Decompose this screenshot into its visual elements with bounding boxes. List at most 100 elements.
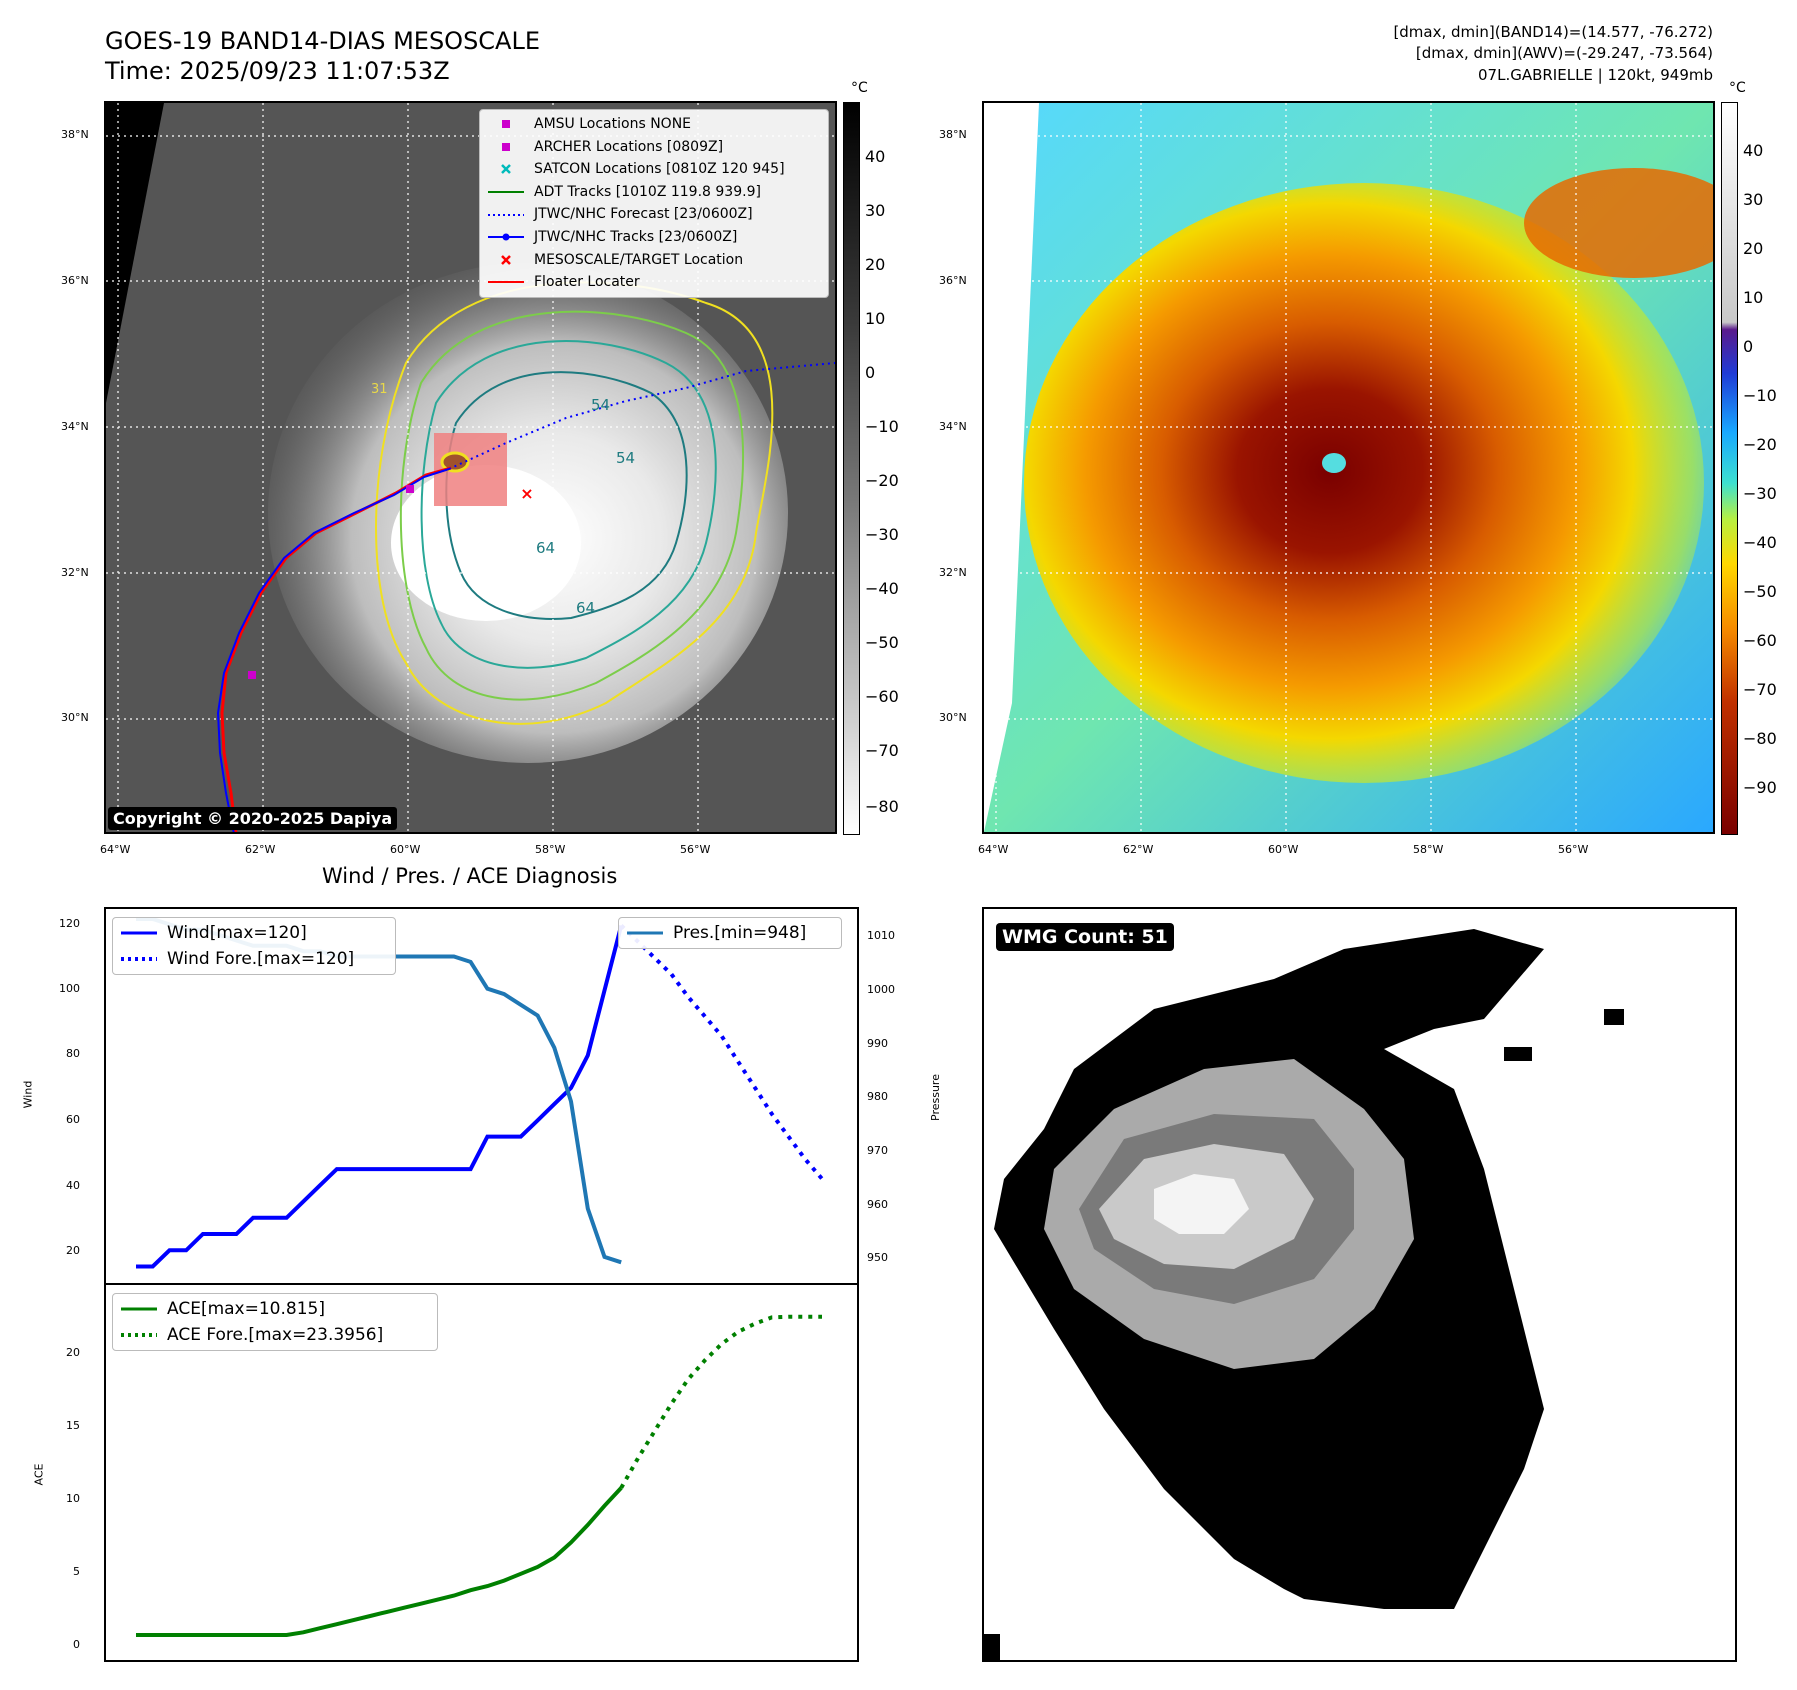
- lat-label: 34°N: [939, 420, 967, 433]
- wmg-pixel: [1604, 1009, 1624, 1025]
- lon-label: 64°W: [100, 843, 131, 856]
- wind-pressure-panel: Wind[max=120] Wind Fore.[max=120] Pres.[…: [104, 907, 859, 1285]
- wmg-panel[interactable]: WMG Count: 51: [982, 907, 1737, 1662]
- ace-axis-label: ACE: [32, 1463, 46, 1486]
- line-key-icon: [121, 1307, 157, 1311]
- lon-label: 58°W: [535, 843, 566, 856]
- colorbar-tick: −30: [1743, 484, 1777, 503]
- info-awv: [dmax, dmin](AWV)=(-29.247, -73.564): [1415, 44, 1713, 62]
- square-marker-icon: [502, 142, 510, 151]
- legend-item-ace-forecast: ACE Fore.[max=23.3956]: [119, 1322, 431, 1348]
- contour-teal: [420, 340, 717, 669]
- legend-label: ACE Fore.[max=23.3956]: [167, 1325, 384, 1345]
- legend-item-archer: ARCHER Locations [0809Z]: [486, 136, 822, 159]
- page-title: GOES-19 BAND14-DIAS MESOSCALE: [105, 27, 541, 55]
- pressure-tick: 1000: [867, 983, 895, 996]
- colorbar-tick: 20: [865, 255, 886, 274]
- colorbar-tick: −10: [865, 417, 899, 436]
- ace-legend: ACE[max=10.815] ACE Fore.[max=23.3956]: [112, 1293, 438, 1351]
- legend-label: ACE[max=10.815]: [167, 1299, 325, 1319]
- colorbar-unit: °C: [1729, 80, 1746, 96]
- legend-label: Wind[max=120]: [167, 923, 307, 943]
- colorbar-tick: −90: [1743, 778, 1777, 797]
- series-line-wind-fore-: [619, 924, 824, 1181]
- colorbar-tick: 20: [1743, 239, 1764, 258]
- contour-darkteal: [445, 371, 688, 620]
- ir-color-map[interactable]: [982, 101, 1715, 834]
- wmg-image: [984, 909, 1735, 1660]
- legend-label: Wind Fore.[max=120]: [167, 949, 355, 969]
- timestamp: Time: 2025/09/23 11:07:53Z: [105, 57, 450, 85]
- colorbar-tick: −60: [1743, 631, 1777, 650]
- pressure-legend: Pres.[min=948]: [618, 917, 842, 949]
- legend-label: MESOSCALE/TARGET Location: [534, 251, 744, 268]
- colorbar-tick: −40: [1743, 533, 1777, 552]
- colorbar-tick: −50: [1743, 582, 1777, 601]
- line-key-icon: [488, 281, 524, 284]
- legend-label: SATCON Locations [0810Z 120 945]: [534, 161, 785, 178]
- dotted-line-icon: [488, 213, 524, 216]
- lon-label: 60°W: [390, 843, 421, 856]
- colorbar-tick: 40: [1743, 141, 1764, 160]
- wind-tick: 120: [59, 917, 80, 930]
- line-dot-icon: [488, 233, 524, 241]
- line-key-icon: [627, 931, 663, 935]
- wmg-pixel: [984, 1634, 1000, 1660]
- pressure-tick: 950: [867, 1251, 888, 1264]
- pressure-tick: 970: [867, 1144, 888, 1157]
- line-key-icon: [488, 191, 524, 194]
- archer-marker: [406, 485, 414, 493]
- colorbar-tick: −80: [1743, 729, 1777, 748]
- lat-label: 30°N: [61, 711, 89, 724]
- colorbar-tick: 10: [1743, 288, 1764, 307]
- colorbar-tick: −40: [865, 579, 899, 598]
- colorbar-tick: 0: [1743, 337, 1754, 356]
- lon-label: 60°W: [1268, 843, 1299, 856]
- gray-colorbar-ticks: 40 30 20 10 0 −10 −20 −30 −40 −50 −60 −7…: [865, 0, 915, 1690]
- legend-label: Pres.[min=948]: [673, 923, 807, 943]
- dotted-line-icon: [121, 957, 157, 961]
- legend-item-satcon: SATCON Locations [0810Z 120 945]: [486, 158, 822, 181]
- pressure-axis-label: Pressure: [928, 1074, 942, 1121]
- legend-item-target: MESOSCALE/TARGET Location: [486, 249, 822, 272]
- ir-gray-map[interactable]: × 31 54 54 64 64 AMSU Locations NONE ARC…: [104, 101, 837, 834]
- lon-label: 56°W: [1558, 843, 1589, 856]
- x-marker-icon: [501, 164, 511, 175]
- colorbar-tick: 30: [865, 201, 886, 220]
- wind-tick: 80: [66, 1047, 80, 1060]
- legend-item-amsu: AMSU Locations NONE: [486, 113, 822, 136]
- storm-eye: [1322, 453, 1346, 473]
- lat-label: 32°N: [939, 566, 967, 579]
- series-line-wind: [136, 925, 624, 1269]
- lat-label: 38°N: [61, 128, 89, 141]
- colorbar-tick: −10: [1743, 386, 1777, 405]
- map-grid: [984, 103, 1713, 832]
- ace-tick: 20: [66, 1346, 80, 1359]
- storm-cloud: [1024, 183, 1704, 783]
- wind-tick: 100: [59, 982, 80, 995]
- gray-colorbar: [843, 102, 860, 835]
- legend-label: AMSU Locations NONE: [534, 116, 692, 132]
- ace-tick: 0: [73, 1638, 80, 1651]
- wmg-count-badge: WMG Count: 51: [996, 923, 1174, 951]
- ir-color-map-svg: [984, 103, 1713, 832]
- legend-item-forecast: JTWC/NHC Forecast [23/0600Z]: [486, 203, 822, 226]
- pressure-tick: 980: [867, 1090, 888, 1103]
- pressure-tick: 960: [867, 1198, 888, 1211]
- legend-item-pressure: Pres.[min=948]: [625, 920, 835, 946]
- lon-label: 58°W: [1413, 843, 1444, 856]
- ace-plot: [136, 1314, 822, 1637]
- no-data-corner: [984, 103, 1039, 832]
- colorbar-tick: −70: [1743, 680, 1777, 699]
- lat-label: 30°N: [939, 711, 967, 724]
- colorbar-tick: −70: [865, 741, 899, 760]
- storm-eye: [440, 451, 470, 473]
- archer-marker: [248, 671, 256, 679]
- wind-axis-label: Wind: [21, 1080, 35, 1109]
- series-line-ace: [136, 1486, 623, 1637]
- series-line-ace-fore-: [619, 1314, 822, 1489]
- colorbar-tick: −50: [865, 633, 899, 652]
- lat-label: 36°N: [939, 274, 967, 287]
- contour-label: 64: [576, 599, 595, 617]
- diagnosis-title: Wind / Pres. / ACE Diagnosis: [322, 864, 618, 888]
